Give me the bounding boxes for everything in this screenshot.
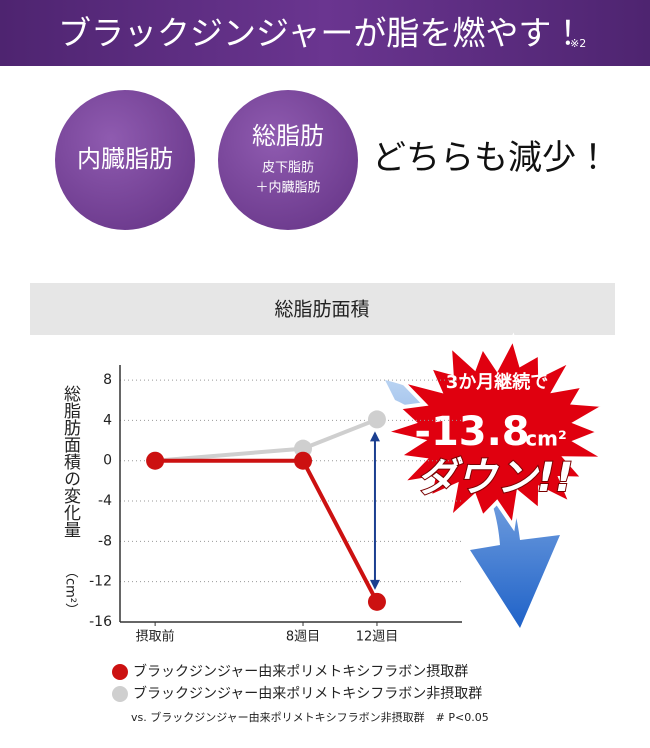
x-tick-label: 12週目 (356, 630, 399, 645)
point (367, 592, 386, 611)
legend-label: ブラックジンジャー由来ポリメトキシフラボン非摂取群 (133, 685, 482, 702)
y-tick-label: 4 (103, 412, 112, 428)
y-tick-label: -4 (98, 493, 112, 509)
y-tick-label: -8 (98, 533, 112, 549)
badge-title: 内臓脂肪 (77, 145, 173, 173)
y-tick-label: 8 (103, 372, 112, 388)
y-axis-unit: （cm²） (63, 565, 79, 616)
legend-swatch (112, 686, 128, 702)
legend-label: ブラックジンジャー由来ポリメトキシフラボン摂取群 (133, 663, 468, 680)
down-arrow (385, 380, 560, 628)
callout (376, 332, 614, 532)
x-tick-label: 摂取前 (136, 629, 175, 645)
banner (0, 0, 650, 66)
footnote: vs. ブラックジンジャー由来ポリメトキシフラボン非摂取群 # P<0.05 (131, 710, 489, 724)
badge (55, 90, 195, 230)
series-line (155, 458, 379, 603)
point (146, 451, 165, 470)
badge (218, 90, 358, 230)
chart-title: 総脂肪面積 (274, 299, 369, 321)
badge-line: 皮下脂肪 (262, 160, 314, 176)
headline: どちらも減少！ (372, 138, 610, 178)
x-tick-label: 8週目 (286, 630, 320, 645)
callout-lead: 3か月継続で (446, 371, 549, 393)
y-tick-label: -12 (89, 574, 112, 590)
arrow-head (369, 431, 380, 442)
series-line (154, 417, 378, 463)
y-axis-label: 総脂肪面積の変化量 (60, 385, 81, 538)
callout-value: -13.8 (414, 409, 529, 455)
callout-result: ダウン!! (417, 455, 573, 501)
banner-title: ブラックジンジャーが脂を燃やす！ (58, 14, 584, 53)
legend-swatch (112, 664, 128, 680)
badge-line: ＋内臓脂肪 (255, 180, 320, 196)
point (367, 410, 386, 429)
badge-title: 総脂肪 (252, 122, 324, 150)
callout-unit: cm² (525, 427, 566, 451)
callout-burst (376, 332, 614, 532)
point (294, 451, 313, 470)
y-tick-label: -16 (89, 614, 112, 630)
y-tick-label: 0 (103, 453, 112, 469)
arrow-head (369, 579, 380, 590)
banner-note: ※2 (570, 37, 586, 50)
chart-header (30, 283, 615, 335)
